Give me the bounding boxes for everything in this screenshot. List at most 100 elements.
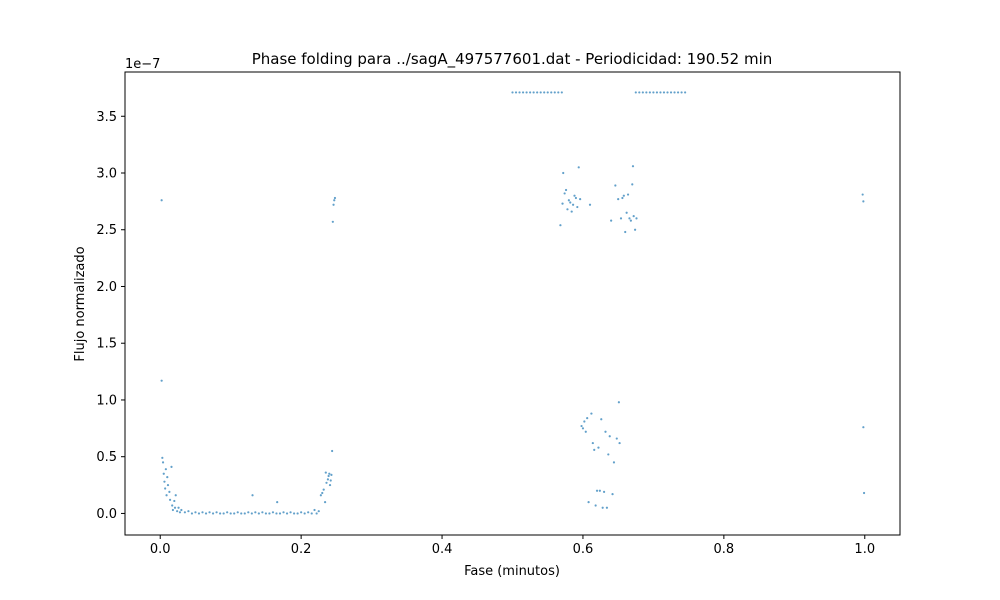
data-point	[593, 448, 596, 451]
data-point	[518, 91, 521, 94]
y-tick-label: 3.0	[96, 166, 117, 181]
data-point	[211, 512, 215, 515]
data-point	[648, 91, 651, 94]
data-point	[319, 494, 322, 497]
chart-title: Phase folding para ../sagA_497577601.dat…	[252, 50, 773, 69]
data-point	[641, 91, 644, 94]
data-point	[328, 472, 331, 475]
data-point	[229, 512, 232, 515]
data-point	[862, 200, 865, 203]
data-point	[168, 498, 172, 501]
data-point	[532, 91, 535, 94]
data-point	[611, 493, 614, 496]
data-point	[521, 91, 525, 94]
data-point	[569, 201, 572, 204]
data-point	[323, 500, 327, 504]
data-point	[583, 420, 586, 423]
data-point	[557, 91, 560, 94]
x-tick-label: 0.8	[714, 542, 735, 557]
data-point	[631, 183, 634, 186]
data-point	[619, 217, 623, 220]
data-point	[271, 511, 275, 514]
data-point	[612, 461, 616, 464]
data-point	[602, 490, 606, 493]
data-point	[324, 471, 327, 474]
data-point	[331, 449, 334, 453]
data-point	[662, 91, 666, 94]
data-point	[160, 379, 163, 382]
data-point	[251, 494, 254, 497]
data-point	[275, 512, 278, 515]
data-point	[594, 504, 597, 507]
data-point	[617, 401, 620, 404]
y-axis: 0.0 0.5 1.0 1.5 2.0 2.5 3.0 3.5	[96, 110, 125, 522]
data-point	[163, 480, 166, 483]
x-tick-label: 0.4	[432, 542, 453, 557]
data-point	[561, 202, 564, 205]
x-tick-label: 0.6	[573, 542, 594, 557]
data-point	[161, 456, 164, 459]
data-point	[543, 91, 546, 94]
data-point	[607, 453, 610, 456]
data-point	[628, 217, 631, 220]
data-point	[614, 184, 617, 187]
data-point	[222, 512, 225, 515]
x-tick-label: 0.0	[150, 542, 171, 557]
y-tick-label: 3.5	[96, 110, 117, 125]
data-point	[174, 494, 177, 497]
data-point	[332, 203, 335, 206]
data-point	[573, 194, 576, 197]
data-point	[536, 91, 539, 94]
data-point	[567, 199, 570, 202]
data-point	[282, 511, 285, 514]
data-point	[307, 511, 310, 514]
data-point	[587, 500, 590, 504]
data-point	[601, 506, 604, 509]
data-point	[586, 417, 589, 420]
data-point	[676, 91, 680, 94]
data-point	[296, 512, 299, 515]
data-point	[584, 430, 587, 433]
data-point	[562, 171, 565, 175]
data-point	[600, 418, 603, 421]
data-point	[529, 91, 532, 94]
data-point	[264, 512, 268, 515]
data-point	[317, 510, 320, 513]
data-point	[208, 511, 211, 514]
data-point	[289, 511, 292, 514]
data-point	[243, 512, 246, 515]
data-point	[684, 91, 687, 94]
data-point	[329, 479, 332, 482]
data-point	[333, 199, 336, 202]
data-point	[632, 215, 635, 218]
data-point	[673, 91, 676, 94]
data-point	[564, 188, 568, 192]
data-point	[171, 508, 175, 512]
data-point	[659, 91, 662, 94]
scatter-points	[160, 91, 866, 515]
data-point	[595, 489, 599, 492]
data-point	[168, 490, 171, 493]
data-point	[247, 511, 250, 514]
data-point	[621, 196, 624, 200]
data-point	[511, 91, 514, 94]
data-point	[197, 512, 201, 515]
data-point	[190, 512, 194, 515]
data-point	[590, 412, 593, 415]
data-point	[278, 512, 282, 515]
y-tick-label: 1.5	[96, 337, 117, 352]
data-point	[862, 426, 865, 429]
data-point	[233, 512, 236, 515]
x-tick-label: 0.2	[291, 542, 312, 557]
data-point	[862, 491, 866, 495]
data-point	[655, 91, 659, 94]
data-point	[626, 193, 630, 196]
y-tick-label: 2.0	[96, 280, 117, 295]
data-point	[176, 510, 179, 513]
data-point	[645, 91, 648, 94]
data-point	[173, 506, 177, 509]
data-point	[622, 194, 625, 197]
data-point	[617, 197, 620, 201]
data-point	[171, 504, 174, 507]
